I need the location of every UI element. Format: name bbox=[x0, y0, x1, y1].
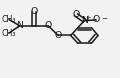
Text: O: O bbox=[55, 31, 62, 40]
Text: +: + bbox=[85, 15, 91, 21]
Text: O: O bbox=[30, 7, 37, 16]
Text: N: N bbox=[16, 21, 23, 30]
Text: CH₃: CH₃ bbox=[2, 15, 16, 24]
Text: CH₃: CH₃ bbox=[2, 29, 16, 38]
Text: −: − bbox=[101, 16, 107, 22]
Text: O: O bbox=[72, 10, 80, 19]
Text: N: N bbox=[81, 16, 88, 25]
Text: O: O bbox=[45, 21, 52, 30]
Text: O: O bbox=[93, 15, 100, 24]
